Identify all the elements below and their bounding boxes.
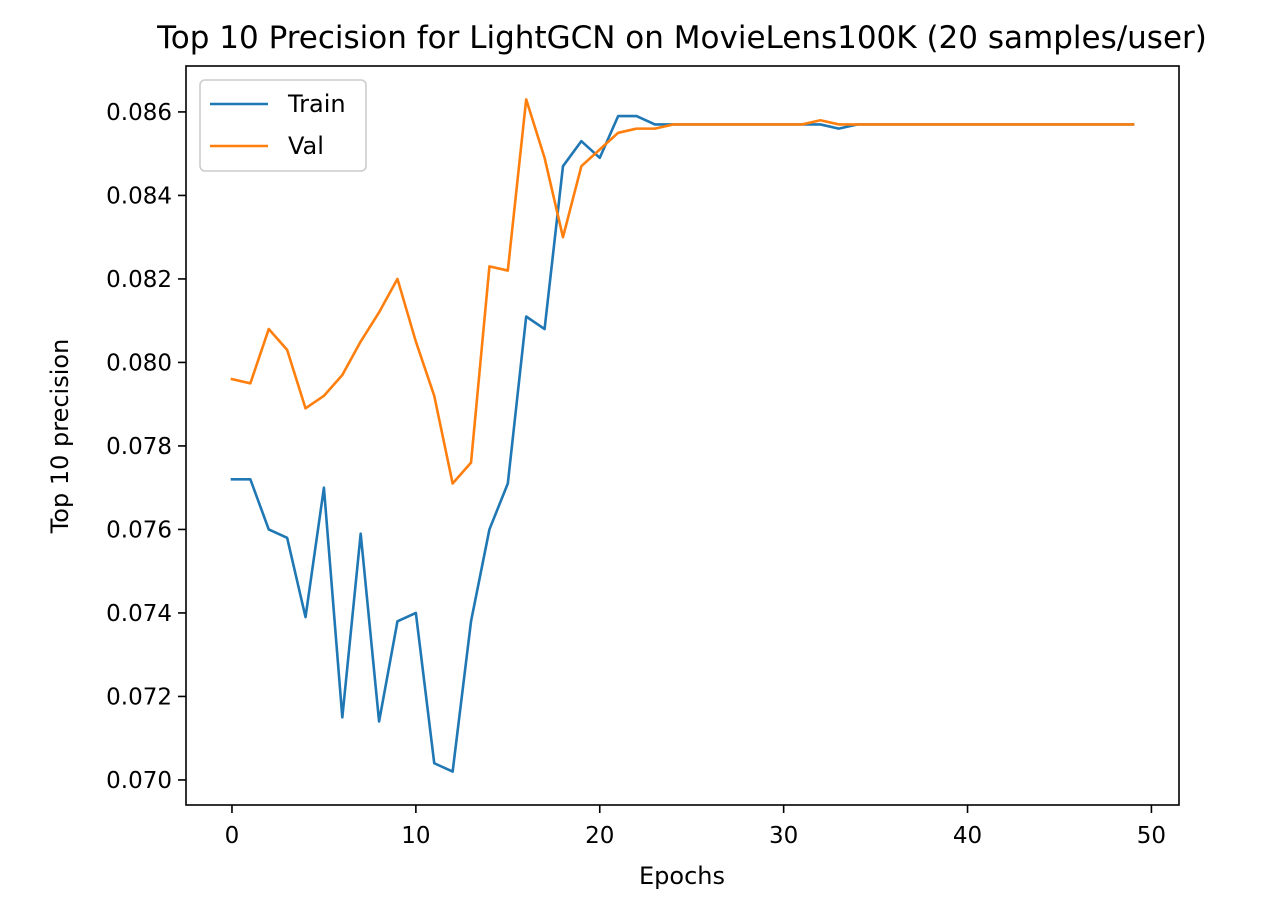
- x-tick-label: 40: [953, 823, 982, 849]
- y-tick-label: 0.076: [106, 517, 172, 543]
- y-tick-label: 0.072: [106, 684, 172, 710]
- y-tick-label: 0.080: [106, 350, 172, 376]
- x-tick-label: 30: [769, 823, 798, 849]
- x-tick-label: 50: [1137, 823, 1166, 849]
- legend: Train Val: [199, 79, 367, 172]
- legend-train-label: Train: [287, 90, 346, 118]
- x-axis-label: Epochs: [639, 862, 725, 890]
- axes-frame: [185, 65, 1180, 806]
- y-tick-label: 0.082: [106, 267, 172, 293]
- y-tick-label: 0.074: [106, 601, 172, 627]
- legend-val-label: Val: [288, 132, 324, 160]
- series-layer: [230, 98, 1135, 773]
- y-tick-label: 0.078: [106, 434, 172, 460]
- y-tick-label: 0.084: [106, 183, 172, 209]
- y-tick-label: 0.086: [106, 100, 172, 126]
- x-axis-ticks: 0 10 20 30 40 50: [225, 805, 1166, 849]
- x-tick-label: 10: [401, 823, 430, 849]
- y-axis-label: Top 10 precision: [46, 339, 74, 535]
- x-tick-label: 0: [225, 823, 240, 849]
- y-axis-ticks: 0.070 0.072 0.074 0.076 0.078 0.080 0.082 0.084…: [106, 100, 186, 794]
- chart-title: Top 10 Precision for LightGCN on MovieLe…: [156, 20, 1207, 56]
- series-line-val: [230, 98, 1135, 485]
- y-tick-label: 0.070: [106, 768, 172, 794]
- x-tick-label: 20: [585, 823, 614, 849]
